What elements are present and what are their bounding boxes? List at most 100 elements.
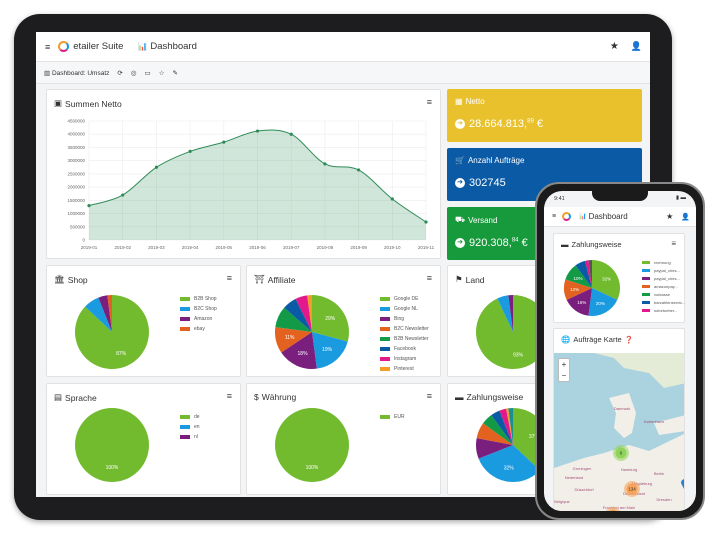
map-cluster-core[interactable] xyxy=(615,447,627,459)
data-point[interactable] xyxy=(121,193,125,197)
pie-slice[interactable] xyxy=(307,295,312,332)
help-icon[interactable]: ❓ xyxy=(624,336,634,344)
edit-icon[interactable]: ✎ xyxy=(172,69,178,77)
legend-item[interactable]: nl xyxy=(180,432,200,442)
legend-item[interactable]: B2B Newsletter xyxy=(380,334,429,344)
legend-item[interactable]: paypal_ches... xyxy=(642,266,685,274)
pie-slice[interactable] xyxy=(275,307,312,332)
star-icon[interactable]: ★ xyxy=(609,41,619,52)
card-menu-icon[interactable]: ≡ xyxy=(426,273,432,283)
pie-slice[interactable] xyxy=(491,410,513,445)
data-point[interactable] xyxy=(154,165,158,169)
pie-slice[interactable] xyxy=(476,438,513,459)
pie-slice[interactable] xyxy=(508,408,513,445)
app-title[interactable]: etailer Suite xyxy=(73,41,124,52)
map-cluster-core[interactable] xyxy=(626,483,638,495)
dashboard-select[interactable]: ▥ Dashboard: Umsatz xyxy=(44,69,110,77)
toggle-icon[interactable]: ◎ xyxy=(130,69,137,77)
affiliate-pie-chart: 29% 19% 18% 11% xyxy=(275,295,349,369)
legend-item[interactable]: en xyxy=(180,422,200,432)
page-title[interactable]: Dashboard xyxy=(588,212,628,221)
pie-slice[interactable] xyxy=(483,415,513,445)
map-cluster-core[interactable] xyxy=(608,509,619,512)
zoom-out-button[interactable]: − xyxy=(561,371,567,380)
legend-item[interactable]: Facebook xyxy=(380,344,429,354)
pie-slice[interactable] xyxy=(312,295,349,342)
refresh-icon[interactable]: ⟳ xyxy=(117,69,123,77)
legend-label: paypal_ches... xyxy=(654,275,680,281)
data-point[interactable] xyxy=(289,132,293,136)
legend-item[interactable]: vorkasse xyxy=(642,290,685,298)
legend-item[interactable]: amazonpay... xyxy=(642,282,685,290)
kpi-title: Anzahl Aufträge xyxy=(467,156,525,165)
legend-item[interactable]: Pinterest xyxy=(380,364,429,374)
pie-slice[interactable] xyxy=(75,408,149,482)
pie-slice[interactable] xyxy=(499,408,513,445)
data-point[interactable] xyxy=(424,220,428,224)
pie-slice[interactable] xyxy=(98,295,112,332)
pie-slice[interactable] xyxy=(85,297,112,332)
pie-slice[interactable] xyxy=(506,408,513,445)
page-title[interactable]: Dashboard xyxy=(150,41,197,52)
map-cluster[interactable] xyxy=(605,507,621,511)
pie-slice[interactable] xyxy=(585,260,592,288)
pie-slice[interactable] xyxy=(497,295,513,332)
user-icon[interactable]: 👤 xyxy=(630,41,642,51)
pie-slice[interactable] xyxy=(478,445,540,482)
pie-slice[interactable] xyxy=(275,327,312,353)
pie-slice[interactable] xyxy=(564,279,592,300)
data-point[interactable] xyxy=(357,168,361,172)
data-point[interactable] xyxy=(323,162,327,166)
data-point[interactable] xyxy=(188,149,192,154)
map-marker-icon[interactable] xyxy=(681,479,685,491)
hamburger-menu-icon[interactable]: ≡ xyxy=(45,41,51,52)
hamburger-menu-icon[interactable]: ≡ xyxy=(552,213,557,220)
card-menu-icon[interactable]: ≡ xyxy=(426,97,432,107)
card-menu-icon[interactable]: ≡ xyxy=(426,391,432,401)
favorite-icon[interactable]: ☆ xyxy=(158,69,165,77)
pie-slice[interactable] xyxy=(575,260,592,288)
legend-item[interactable]: EUR xyxy=(380,412,405,422)
window-icon[interactable]: ▭ xyxy=(144,69,151,77)
pie-slice[interactable] xyxy=(107,295,112,332)
pie-slice[interactable] xyxy=(565,265,592,288)
legend-item[interactable]: B2C Newsletter xyxy=(380,324,429,334)
legend-item[interactable]: Bing xyxy=(380,314,429,324)
star-icon[interactable]: ★ xyxy=(666,212,674,221)
card-menu-icon[interactable]: ≡ xyxy=(226,391,232,401)
pie-slice[interactable] xyxy=(275,408,349,482)
legend-item[interactable]: B2C Shop xyxy=(180,304,217,314)
pie-slice[interactable] xyxy=(588,260,592,288)
user-icon[interactable]: 👤 xyxy=(681,213,690,221)
legend-item[interactable]: B2B Shop xyxy=(180,294,217,304)
data-point[interactable] xyxy=(222,140,226,144)
legend-item[interactable]: barzahlenservic... xyxy=(642,298,685,306)
legend-item[interactable]: sofortueber... xyxy=(642,306,685,314)
legend-item[interactable]: paypal_ches... xyxy=(642,274,685,282)
data-point[interactable] xyxy=(390,197,394,201)
legend-item[interactable]: Instagram xyxy=(380,354,429,364)
legend-label: paypal_ches... xyxy=(654,267,680,273)
data-point[interactable] xyxy=(255,129,260,133)
orders-map[interactable]: Danmark København Groningen Hamburg Berlin Ne… xyxy=(554,353,685,511)
pie-slice[interactable] xyxy=(588,288,618,316)
pie-slice[interactable] xyxy=(476,423,513,445)
slice-label: 12% xyxy=(570,287,579,292)
data-point[interactable] xyxy=(87,204,91,208)
legend-item[interactable]: Amazon xyxy=(180,314,217,324)
legend-item[interactable]: de xyxy=(180,412,200,422)
pie-slice[interactable] xyxy=(281,332,317,369)
legend-item[interactable]: ebay xyxy=(180,324,217,334)
pie-slice[interactable] xyxy=(508,295,513,332)
pie-slice[interactable] xyxy=(592,260,620,300)
zoom-in-button[interactable]: + xyxy=(561,360,567,369)
pie-slice[interactable] xyxy=(312,332,348,369)
card-menu-icon[interactable]: ≡ xyxy=(226,273,232,283)
pie-slice[interactable] xyxy=(284,298,312,332)
pie-slice[interactable] xyxy=(566,288,592,316)
legend-item[interactable]: Google DE xyxy=(380,294,429,304)
card-menu-icon[interactable]: ≡ xyxy=(671,239,676,248)
legend-item[interactable]: rechnung xyxy=(642,258,685,266)
pie-slice[interactable] xyxy=(295,295,312,332)
legend-item[interactable]: Google NL xyxy=(380,304,429,314)
